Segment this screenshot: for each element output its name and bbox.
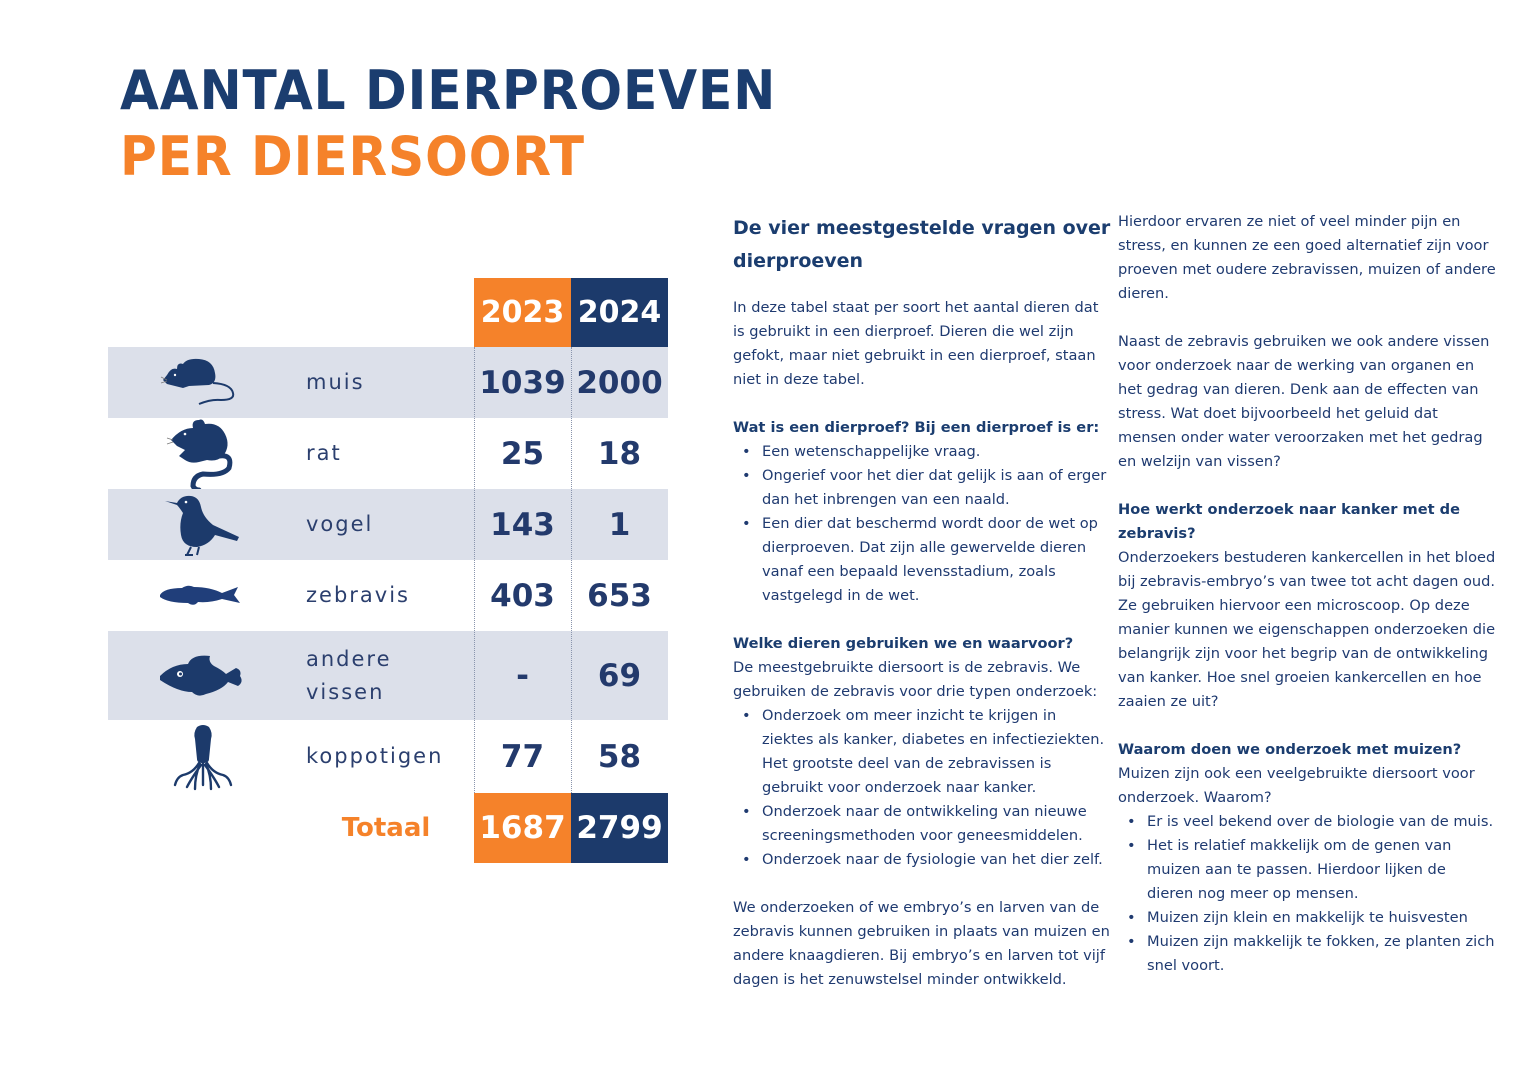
- column-divider: [571, 347, 572, 793]
- faq-column-2: Hierdoor ervaren ze niet of veel minder …: [1118, 210, 1496, 978]
- title-line-1: AANTAL DIERPROEVEN: [120, 59, 777, 122]
- list-item: Een wetenschappelijke vraag.: [733, 440, 1111, 464]
- value-2024: 58: [597, 738, 642, 775]
- table-row-zebravis: zebravis 403 653: [108, 560, 668, 631]
- value-2023: 1039: [479, 364, 566, 401]
- row-label: andere vissen: [306, 646, 392, 704]
- value-2024: 653: [587, 577, 652, 614]
- value-2023: 143: [490, 506, 555, 543]
- faq-column-1: De vier meestgestelde vragen over dierpr…: [733, 212, 1111, 992]
- value-2024: 1: [608, 506, 631, 543]
- total-2024: 2799: [571, 793, 668, 863]
- value-2023: 403: [490, 577, 555, 614]
- intro-text: In deze tabel staat per soort het aantal…: [733, 299, 1099, 388]
- bird-icon: [128, 489, 278, 560]
- value-2024: 2000: [576, 364, 663, 401]
- list-item: Onderzoek naar de ontwikkeling van nieuw…: [733, 800, 1111, 848]
- row-label: muis: [306, 370, 365, 394]
- question-4-text: Muizen zijn ook een veelgebruikte dierso…: [1118, 765, 1475, 806]
- total-label: Totaal: [341, 813, 431, 843]
- list-item: Onderzoek naar de fysiologie van het die…: [733, 848, 1111, 872]
- header-2023: 2023: [474, 278, 571, 347]
- fish-icon: [128, 631, 278, 720]
- header-2024: 2024: [571, 278, 668, 347]
- mouse-icon: [128, 347, 278, 418]
- table-row-koppotigen: koppotigen 77 58: [108, 720, 668, 793]
- row-label: rat: [306, 441, 342, 465]
- question-2-paragraph-2: Hierdoor ervaren ze niet of veel minder …: [1118, 213, 1496, 302]
- question-2-title: Welke dieren gebruiken we en waarvoor?: [733, 635, 1074, 652]
- list-item: Muizen zijn makkelijk te fokken, ze plan…: [1118, 930, 1496, 978]
- question-1-list: Een wetenschappelijke vraag. Ongerief vo…: [733, 440, 1111, 608]
- table-row-muis: muis 1039 2000: [108, 347, 668, 418]
- question-3-text: Onderzoekers bestuderen kankercellen in …: [1118, 549, 1496, 710]
- zebrafish-icon: [128, 560, 278, 631]
- question-3-title: Hoe werkt onderzoek naar kanker met de z…: [1118, 501, 1461, 542]
- row-label: vogel: [306, 512, 374, 536]
- question-2-list: Onderzoek om meer inzicht te krijgen in …: [733, 704, 1111, 872]
- question-1-title: Wat is een dierproef? Bij een dierproef …: [733, 419, 1100, 436]
- list-item: Muizen zijn klein en makkelijk te huisve…: [1118, 906, 1496, 930]
- table-row-vogel: vogel 143 1: [108, 489, 668, 560]
- question-4-list: Er is veel bekend over de biologie van d…: [1118, 810, 1496, 978]
- question-2-paragraph-3: Naast de zebravis gebruiken we ook ander…: [1118, 333, 1490, 470]
- row-label: zebravis: [306, 583, 410, 607]
- title-line-2: PER DIERSOORT: [120, 125, 585, 188]
- table-row-andere-vissen: andere vissen - 69: [108, 631, 668, 720]
- list-item: Onderzoek om meer inzicht te krijgen in …: [733, 704, 1111, 800]
- question-2-paragraph-1: We onderzoeken of we embryo’s en larven …: [733, 899, 1110, 988]
- total-row: Totaal 1687 2799: [108, 793, 668, 863]
- total-2023: 1687: [474, 793, 571, 863]
- row-label: koppotigen: [306, 744, 444, 768]
- list-item: Er is veel bekend over de biologie van d…: [1118, 810, 1496, 834]
- value-2024: 69: [597, 657, 642, 694]
- page-title: AANTAL DIERPROEVEN PER DIERSOORT: [120, 58, 826, 190]
- question-4-title: Waarom doen we onderzoek met muizen?: [1118, 741, 1462, 758]
- value-2023: -: [516, 657, 529, 694]
- value-2023: 77: [500, 738, 545, 775]
- list-item: Ongerief voor het dier dat gelijk is aan…: [733, 464, 1111, 512]
- column-divider: [474, 347, 475, 793]
- rat-icon: [128, 418, 278, 492]
- value-2024: 18: [597, 435, 642, 472]
- value-2023: 25: [500, 435, 545, 472]
- question-2-text: De meestgebruikte diersoort is de zebrav…: [733, 659, 1098, 700]
- squid-icon: [128, 720, 278, 793]
- list-item: Het is relatief makkelijk om de genen va…: [1118, 834, 1496, 906]
- list-item: Een dier dat beschermd wordt door de wet…: [733, 512, 1111, 608]
- table-row-rat: rat 25 18: [108, 418, 668, 492]
- faq-heading: De vier meestgestelde vragen over dierpr…: [733, 217, 1111, 272]
